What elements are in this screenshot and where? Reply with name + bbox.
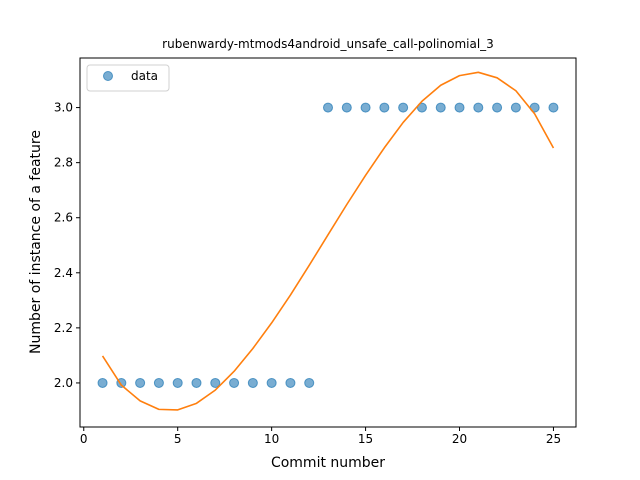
data-point [492, 102, 503, 113]
data-point [473, 102, 484, 113]
data-point [135, 377, 146, 388]
data-point [97, 377, 108, 388]
data-point [247, 377, 258, 388]
chart-title: rubenwardy-mtmods4android_unsafe_call-po… [162, 37, 494, 51]
data-point [210, 377, 221, 388]
data-point [341, 102, 352, 113]
legend: data [86, 64, 170, 92]
data-point [398, 102, 409, 113]
data-point [153, 377, 164, 388]
data-point [172, 377, 183, 388]
x-tick-label: 10 [264, 432, 279, 446]
fit-line [101, 71, 555, 411]
legend-label-data: data [131, 69, 158, 83]
x-tick-label: 0 [80, 432, 88, 446]
y-tick-label: 2.0 [54, 376, 73, 390]
y-tick-label: 2.2 [54, 321, 73, 335]
y-tick-label: 2.8 [54, 156, 73, 170]
x-tick-label: 5 [174, 432, 182, 446]
y-tick-label: 2.6 [54, 211, 73, 225]
data-point [360, 102, 371, 113]
x-tick-label: 25 [546, 432, 561, 446]
plot-area: 0 5 10 15 20 25 2.0 2.2 2.4 2.6 2.8 3.0 [54, 71, 561, 446]
x-tick-label: 15 [358, 432, 373, 446]
data-point [229, 377, 240, 388]
axes-frame [79, 57, 577, 428]
data-point [323, 102, 333, 113]
data-point [266, 377, 277, 388]
data-point [548, 102, 559, 113]
y-axis-label: Number of instance of a feature [28, 130, 44, 354]
y-tick-label: 3.0 [54, 101, 73, 115]
data-point [435, 102, 446, 113]
x-axis-label: Commit number [271, 455, 385, 471]
data-point [285, 377, 296, 388]
data-point [191, 377, 202, 388]
data-point [379, 102, 390, 113]
x-tick-label: 20 [452, 432, 467, 446]
data-point [510, 102, 521, 113]
y-tick-label: 2.4 [54, 266, 73, 280]
data-point [416, 102, 427, 113]
data-point [304, 377, 315, 388]
legend-marker-data [103, 71, 113, 81]
data-point [454, 102, 465, 113]
